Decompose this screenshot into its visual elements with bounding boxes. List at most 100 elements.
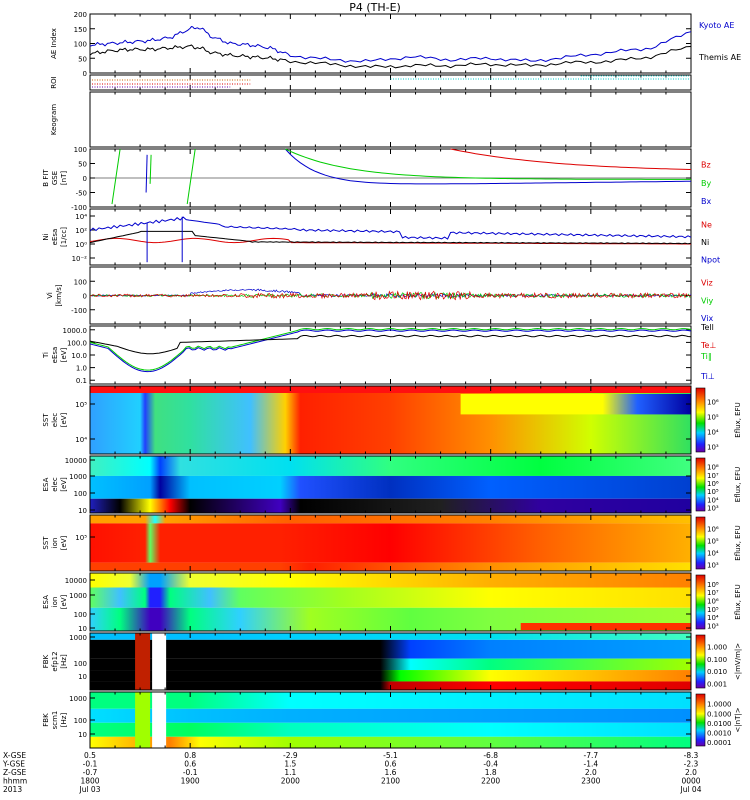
colorbar-tick: 10⁴ [707,549,719,557]
fbk-b-burst [135,692,151,748]
ytick-label: 100 [74,146,87,154]
ytick-label: 1000 [69,473,87,481]
ylabel-density: [1/cc] [60,227,68,247]
esa_e-colorbar [695,457,706,512]
ytick-label: 100 [74,41,87,49]
ni-line [89,230,692,245]
colorbar-tick: 0.0100 [707,720,732,728]
legend-ti-par: Ti∥ [700,352,712,361]
ne-line [89,237,691,245]
ytick-label: 1000 [69,592,87,600]
legend-Npot: Npot [701,255,720,264]
colorbar-tick: 10⁴ [707,429,719,437]
ylabel-bfield: GSE [51,171,59,185]
xaxis-tick-label: 1800 [80,777,99,786]
ylabel-sst_i: ion [51,538,59,549]
ae-series-1 [89,44,692,69]
ylabel-bfield: [nT] [60,171,68,185]
colorbar-tick: 10⁷ [707,472,719,480]
ytick-label: 10 [78,507,87,515]
xaxis-tick-label: -0.1 [183,768,198,777]
ylabel-fbk_b: scm1 [51,711,59,730]
xaxis-row-label: 2013 [3,785,22,794]
ylabel-esa_e: [eV] [60,477,68,492]
xaxis-tick-label: 1.6 [385,768,397,777]
ytick-label: 10 [78,731,87,739]
colorbar-tick: 10⁵ [707,606,719,614]
colorbar-tick: 10⁶ [707,598,719,606]
ylabel-temp: Ti [42,352,50,359]
density-frame [89,208,692,266]
ylabel-esa_i: ESA [42,595,50,609]
xaxis-tick-label: Jul 04 [680,785,702,794]
x-axis: X-GSEY-GSEZ-GSEhhmm20130.5-0.1-0.71800Ju… [2,751,702,794]
ytick-label: 10⁻² [72,255,88,263]
legend-Bz: Bz [701,161,711,170]
xaxis-tick-label: 2.0 [685,768,697,777]
ytick-label: -100 [71,204,87,212]
esa_i-band [90,587,691,608]
ytick-label: 0.1 [76,377,87,385]
esa_e-band [90,456,691,476]
xaxis-row-label: X-GSE [3,751,26,760]
ylabel-esa_i: ion [51,597,59,608]
ylabel-temp: eEsa [51,347,59,364]
colorbar-tick: 10³ [707,444,719,452]
velocity-panel: Vi [km/s] -100 0 100 Viz Viy Vix [46,266,714,325]
ytick-label: 10⁰ [75,241,87,249]
viz-line [89,290,691,301]
ae-frame [89,13,692,74]
by-segment [149,154,152,184]
sst_e-panel: SST elec [eV] 10³ 10⁴ 10⁵ 10⁶ Eflux, EFU 10⁴ 10⁵ [42,385,742,455]
ytick-label: 10.0 [71,352,87,360]
xaxis-row-label: Z-GSE [3,768,27,777]
ylabel-fbk_e: FBK [42,654,50,668]
ytick-label: 1000 [69,634,87,642]
legend-Viy: Viy [701,296,714,305]
legend-kyoto-ae: Kyoto AE [699,21,734,30]
ytick-label: 1000 [69,695,87,703]
ytick-label: 150 [74,26,87,34]
ytick-label: 10⁵ [75,401,87,409]
esa-i-low-band [520,623,691,630]
ytick-label: 50 [78,161,87,169]
fbk_e-band [90,658,691,671]
by-segment [186,148,196,205]
legend-By: By [701,179,711,188]
ylabel-bfield: B FIT [42,169,50,187]
fbk_e-band [90,639,691,659]
colorbar-tick: 10⁵ [707,488,719,496]
xaxis-tick-label: 0.8 [184,751,196,760]
ylabel-sst_e: [eV] [60,412,68,427]
esa_e-band [90,498,691,513]
xaxis-row-label: hhmm [3,777,27,786]
ytick-label: 10000 [65,457,87,465]
ylabel-fbk_e: [Hz] [60,654,68,669]
fbk_e-panel: FBK efp12 [Hz] 0.001 0.010 0.100 1.000 <|mV/m|>… [42,632,742,691]
xaxis-tick-label: -7.7 [584,751,599,760]
colorbar-tick: 0.1000 [707,710,732,718]
colorbar-tick: 10⁶ [707,525,719,533]
xaxis-tick-label: -0.1 [83,760,98,769]
fbk-e-gap [152,633,167,690]
ylabel-velocity: [km/s] [55,284,63,307]
colorbar-tick: 10⁴ [707,496,719,504]
sst_e-colorbar-label: Eflux, EFU [734,402,742,437]
ytick-label: 100 [74,611,87,619]
xaxis-tick-label: 2.0 [585,768,597,777]
ylabel-fbk_e: efp12 [51,651,59,671]
fbk_b-band [90,736,691,748]
bx-line [284,148,692,185]
fbk_b-colorbar [695,693,706,747]
ytick-label: 100 [74,490,87,498]
xaxis-tick-label: 2300 [581,777,600,786]
xaxis-tick-label: Jul 03 [79,785,101,794]
colorbar-tick: 10³ [707,561,719,569]
ylabel-sst_i: [eV] [60,535,68,550]
colorbar-tick: 10⁵ [707,537,719,545]
ytick-label: 100 [74,717,87,725]
xaxis-tick-label: -0.7 [83,768,98,777]
